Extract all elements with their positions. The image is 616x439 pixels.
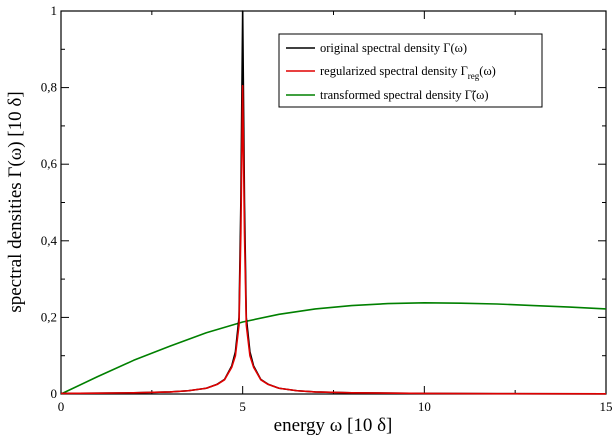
x-tick-label: 5 xyxy=(239,399,246,414)
y-tick-label: 1 xyxy=(51,3,58,18)
x-tick-label: 0 xyxy=(58,399,65,414)
legend-label-regularized-suffix: (ω) xyxy=(479,64,496,78)
legend: original spectral density Γ(ω) regulariz… xyxy=(278,33,543,108)
y-tick-label: 0,6 xyxy=(41,156,58,171)
x-tick-label: 10 xyxy=(418,399,431,414)
legend-label-regularized: regularized spectral density Γreg(ω) xyxy=(320,64,496,81)
legend-label-regularized-main: regularized spectral density Γ xyxy=(320,64,468,78)
y-axis-title: spectral densities Γ(ω) [10 δ] xyxy=(5,91,26,312)
legend-box xyxy=(278,33,543,108)
y-tick-label: 0,2 xyxy=(41,309,57,324)
y-tick-label: 0,4 xyxy=(41,233,58,248)
legend-label-original: original spectral density Γ(ω) xyxy=(320,41,467,55)
series-layer xyxy=(60,10,607,395)
legend-label-transformed: transformed spectral density Γ̃(ω) xyxy=(320,88,489,102)
y-tick-label: 0 xyxy=(51,386,58,401)
x-axis-title: energy ω [10 δ] xyxy=(274,415,393,436)
x-tick-label: 15 xyxy=(600,399,613,414)
legend-label-regularized-sub: reg xyxy=(468,71,480,81)
series-line-transformed xyxy=(60,302,607,395)
y-tick-label: 0,8 xyxy=(41,80,57,95)
series-line-regularized xyxy=(60,84,607,395)
